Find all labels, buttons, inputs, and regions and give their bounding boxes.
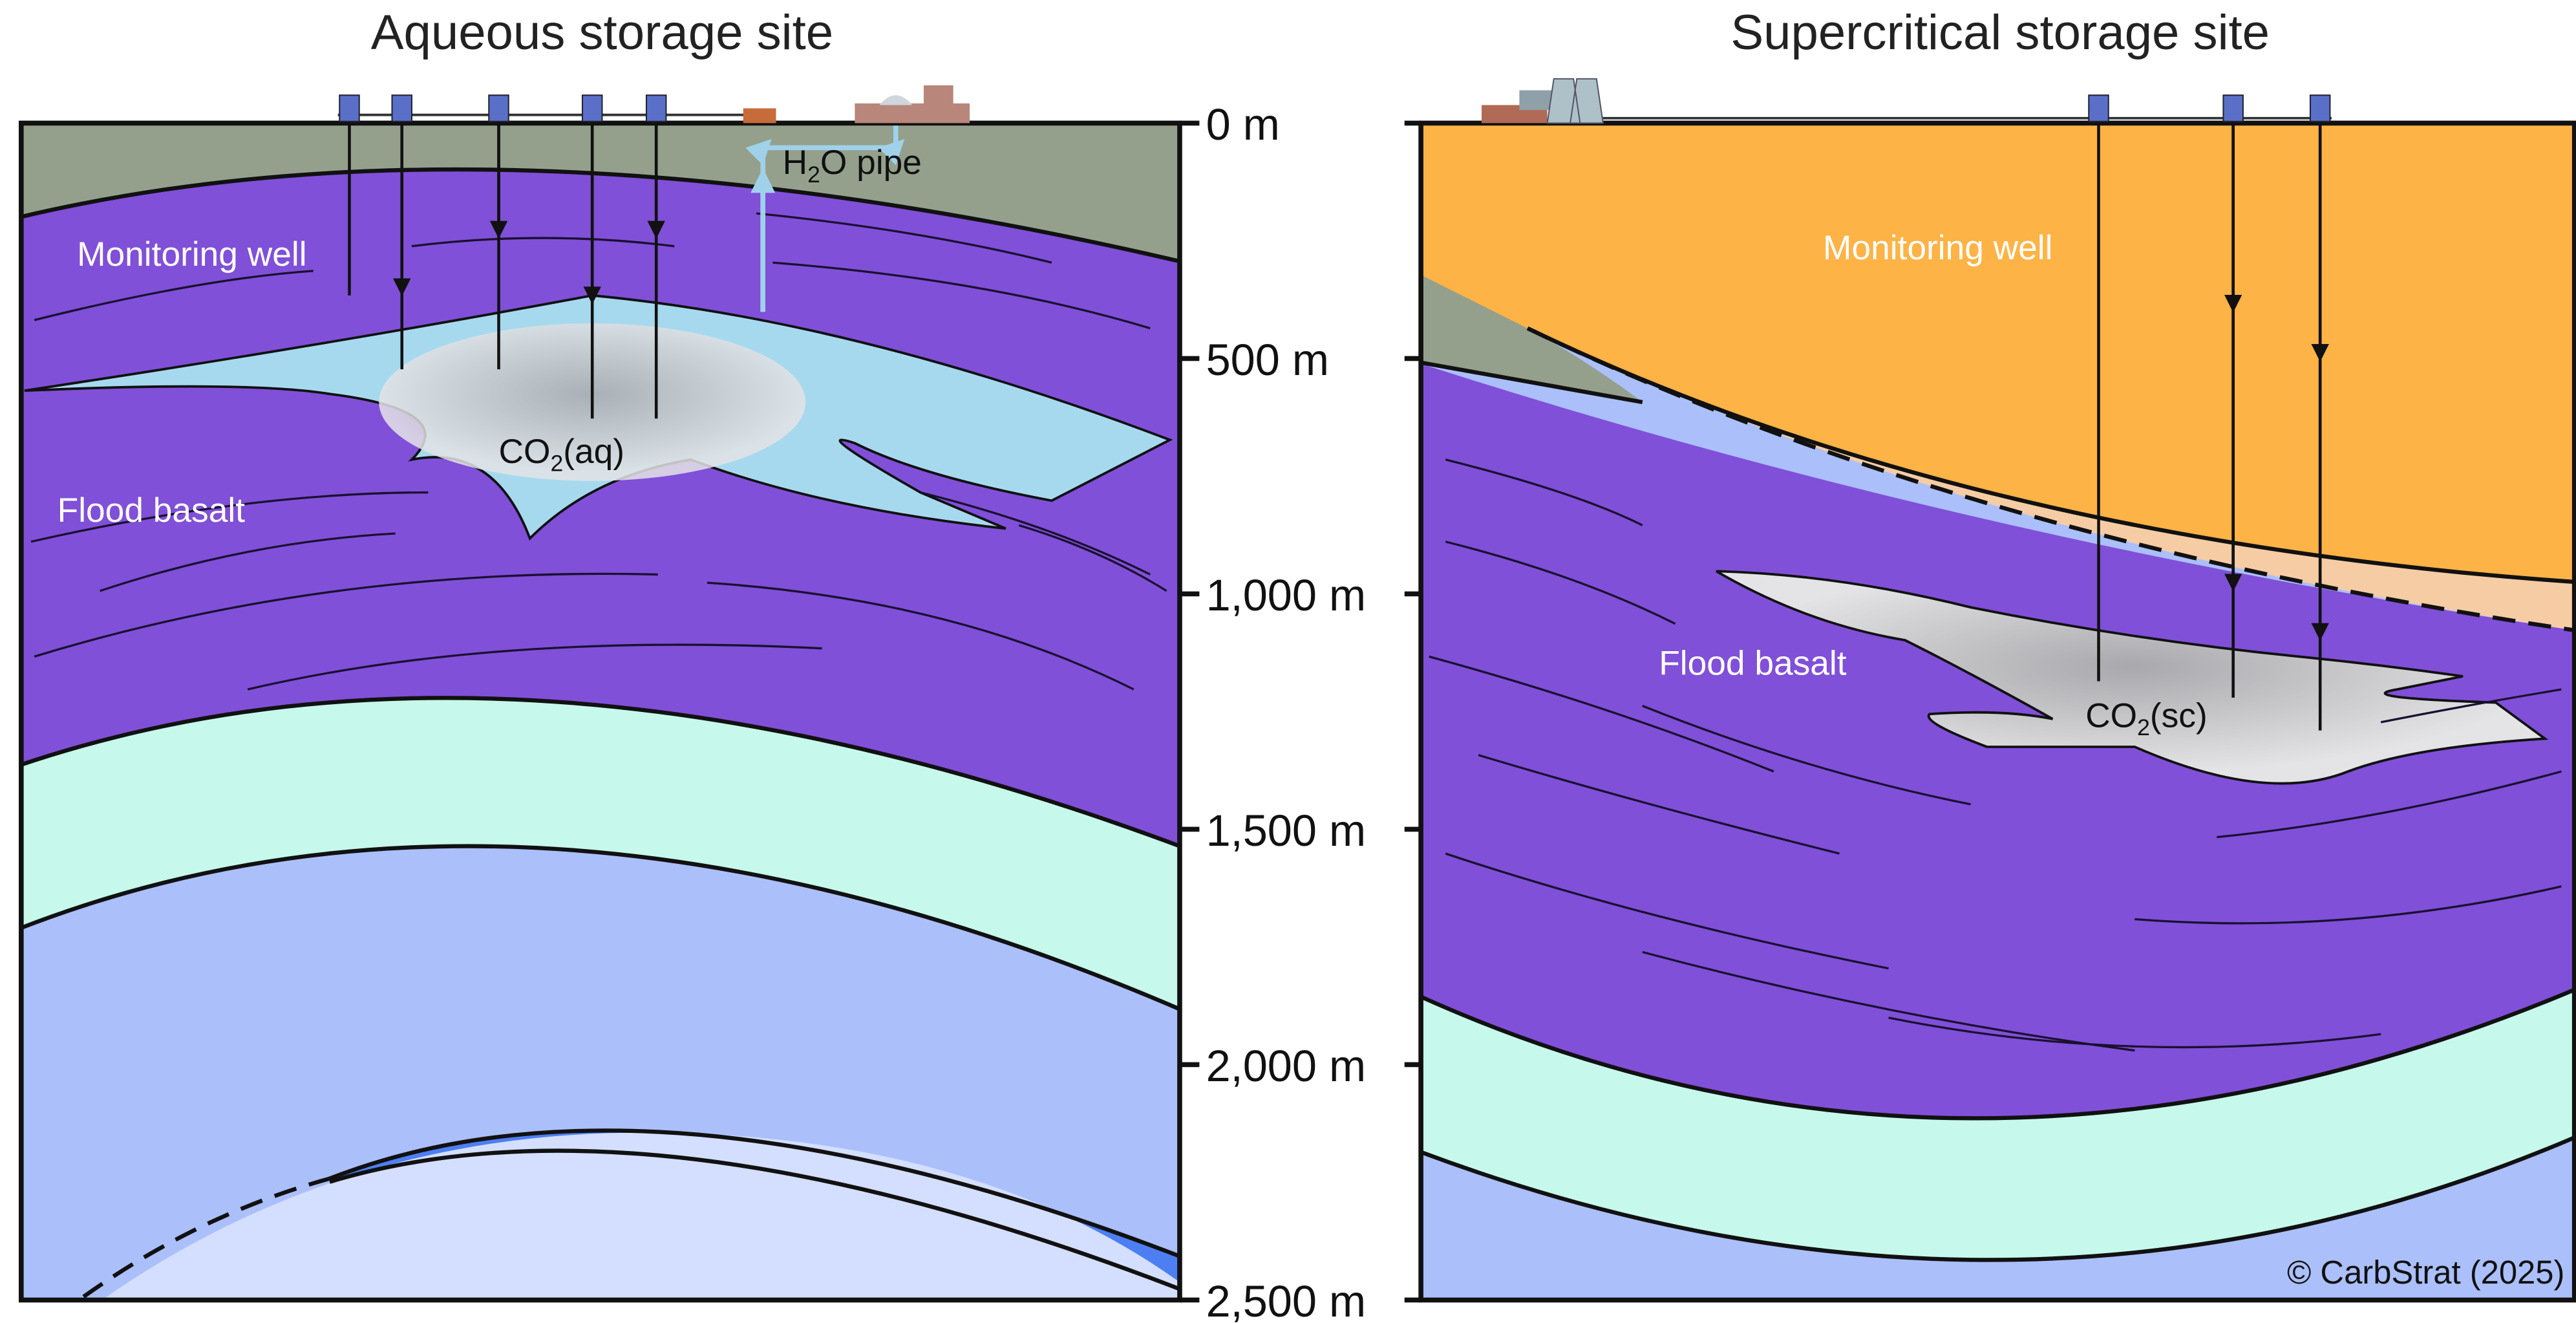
rock-label: Flood basalt [1659, 644, 1847, 682]
monitoring-label: Monitoring well [77, 235, 306, 274]
monitoring-label: Monitoring well [1823, 229, 2052, 267]
right-title: Supercritical storage site [1730, 5, 2270, 60]
depth-label: 1,000 m [1206, 570, 1367, 620]
label-part: (aq) [563, 433, 624, 471]
label-part: CO [499, 433, 551, 471]
depth-label: 0 m [1206, 100, 1280, 149]
depth-label: 2,000 m [1206, 1041, 1367, 1091]
label-part: (sc) [2150, 697, 2208, 735]
label-part: H [783, 144, 807, 182]
copyright: © CarbStrat (2025) [2287, 1254, 2564, 1291]
depth-label: 1,500 m [1206, 806, 1367, 855]
left-title: Aqueous storage site [371, 5, 833, 60]
depth-axis: 0 m 500 m 1,000 m 1,500 m 2,000 m 2,500 m [1180, 100, 1421, 1323]
diagram: Aqueous storage site Monitoring well Flo… [0, 0, 2576, 1323]
label-part: CO [2085, 697, 2137, 735]
right-section [1412, 123, 2576, 1300]
label-sub: 2 [807, 162, 820, 188]
left-section [1, 123, 1199, 1313]
depth-label: 500 m [1206, 335, 1329, 385]
label-sub: 2 [550, 451, 563, 477]
label-sub: 2 [2137, 715, 2150, 740]
pipe-label: H2O pipe [783, 144, 922, 188]
label-part: O pipe [820, 144, 922, 182]
page: Aqueous storage site Monitoring well Flo… [0, 0, 2576, 1323]
rock-label: Flood basalt [58, 491, 246, 530]
depth-label: 2,500 m [1206, 1276, 1367, 1323]
